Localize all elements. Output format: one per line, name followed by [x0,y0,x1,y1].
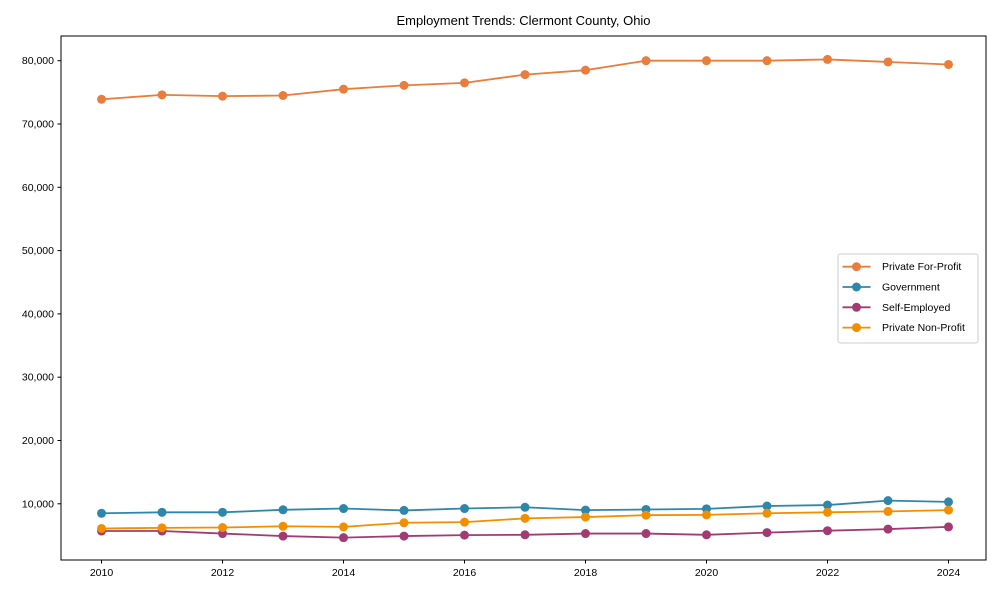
x-tick-label: 2022 [816,567,840,579]
data-point-private-non-profit-2022 [822,507,832,517]
data-point-government-2022 [822,500,832,510]
data-point-self-employed-2020 [702,530,712,540]
y-tick-label: 20,000 [22,435,54,447]
data-point-private-non-profit-2014 [339,522,349,532]
data-point-private-non-profit-2021 [762,508,772,518]
data-point-self-employed-2017 [520,530,530,540]
data-point-private-non-profit-2016 [460,517,470,527]
legend-marker-self-employed [852,302,861,312]
data-point-private-non-profit-2024 [943,505,953,515]
data-point-private-non-profit-2011 [157,523,167,533]
x-tick-label: 2014 [332,567,356,579]
y-tick-label: 40,000 [22,308,54,320]
legend-label-self-employed: Self-Employed [882,302,950,314]
data-point-government-2023 [883,496,893,506]
data-point-private-non-profit-2017 [520,513,530,523]
data-point-private-for-profit-2018 [581,65,591,75]
data-point-government-2015 [399,505,409,515]
data-point-self-employed-2021 [762,528,772,538]
legend-box [837,253,979,344]
data-point-self-employed-2022 [822,526,832,536]
data-point-private-for-profit-2019 [641,56,651,66]
legend-marker-government [852,282,861,292]
data-point-private-non-profit-2020 [702,510,712,520]
data-point-government-2014 [339,504,349,514]
data-point-private-for-profit-2020 [702,56,712,66]
plot-border [60,35,987,561]
plot-area: 10,000 20,000 30,000 40,000 50,000 60,000 70,0… [22,35,987,579]
data-point-government-2016 [460,504,470,514]
data-point-private-for-profit-2016 [460,78,470,88]
y-tick-label: 30,000 [22,372,54,384]
y-tick-label: 80,000 [22,55,54,67]
data-point-government-2017 [520,502,530,512]
legend-marker-private-non-profit [852,323,861,333]
y-tick-label: 50,000 [22,245,54,257]
data-point-self-employed-2016 [460,530,470,540]
data-point-government-2013 [278,505,288,515]
x-tick-label: 2020 [695,567,719,579]
data-point-private-for-profit-2012 [218,91,228,101]
x-tick-label: 2016 [453,567,477,579]
data-point-government-2018 [581,505,591,515]
data-point-private-for-profit-2017 [520,70,530,80]
data-point-private-for-profit-2023 [883,57,893,67]
data-point-private-for-profit-2021 [762,56,772,66]
data-point-self-employed-2023 [883,524,893,534]
data-point-self-employed-2015 [399,531,409,541]
x-tick-label: 2018 [574,567,598,579]
data-point-government-2010 [97,508,107,518]
data-point-self-employed-2024 [943,522,953,532]
data-point-private-non-profit-2015 [399,518,409,528]
data-point-private-for-profit-2013 [278,91,288,101]
data-point-private-for-profit-2010 [97,94,107,104]
data-point-government-2011 [157,507,167,517]
data-point-private-for-profit-2024 [943,59,953,69]
data-point-self-employed-2018 [581,529,591,539]
data-point-government-2024 [943,497,953,507]
data-point-government-2012 [218,507,228,517]
x-tick-label: 2012 [211,567,235,579]
data-point-private-non-profit-2012 [218,523,228,533]
y-tick-label: 60,000 [22,182,54,194]
legend-label-private-for-profit: Private For-Profit [882,261,961,273]
data-point-government-2021 [762,501,772,511]
y-tick-label: 10,000 [22,498,54,510]
data-point-private-non-profit-2023 [883,506,893,516]
data-point-self-employed-2013 [278,531,288,541]
data-point-private-for-profit-2022 [822,54,832,64]
data-point-private-non-profit-2013 [278,521,288,531]
legend-label-government: Government [882,282,940,294]
data-point-self-employed-2019 [641,529,651,539]
data-point-private-for-profit-2015 [399,80,409,90]
series-line-private-for-profit [101,58,949,101]
chart-title: Employment Trends: Clermont County, Ohio [396,13,650,28]
data-point-self-employed-2014 [339,533,349,543]
y-tick-label: 70,000 [22,118,54,130]
data-point-private-non-profit-2018 [581,512,591,522]
data-point-private-non-profit-2010 [97,523,107,533]
data-point-private-non-profit-2019 [641,510,651,520]
x-tick-label: 2024 [937,567,961,579]
legend-marker-private-for-profit [852,262,861,272]
data-point-private-for-profit-2014 [339,84,349,94]
x-tick-label: 2010 [90,567,114,579]
data-point-private-for-profit-2011 [157,90,167,100]
legend-label-private-non-profit: Private Non-Profit [882,322,965,334]
